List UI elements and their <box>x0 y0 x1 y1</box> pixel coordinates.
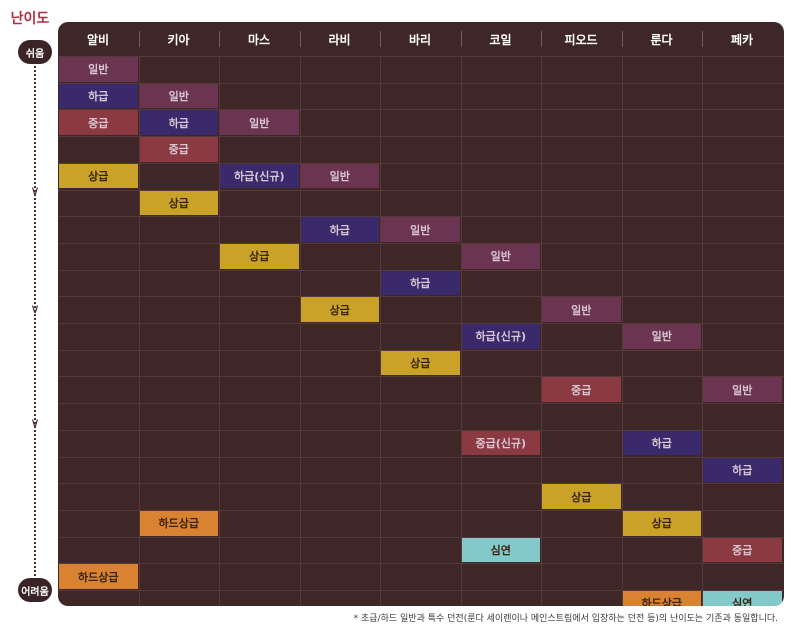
dungeon-tier-cell: 하드상급 <box>622 591 701 606</box>
dungeon-tier-cell: 일반 <box>220 110 299 136</box>
grid-line <box>702 56 703 606</box>
column-header: 마스 <box>247 32 271 47</box>
grid-line <box>58 376 784 378</box>
dungeon-tier-cell: 일반 <box>542 297 621 322</box>
grid-line <box>380 56 381 606</box>
dungeon-tier-cell: 하급 <box>381 270 460 296</box>
dungeon-tier-cell: 하드상급 <box>139 510 218 536</box>
grid-line <box>138 56 140 606</box>
dungeon-tier-cell: 일반 <box>139 83 218 109</box>
grid-line <box>58 563 784 565</box>
grid-line <box>58 403 784 405</box>
grid-line <box>58 269 784 271</box>
dungeon-tier-cell: 상급 <box>542 484 621 509</box>
grid-line <box>219 56 220 606</box>
grid-line <box>58 536 784 538</box>
grid-line <box>58 162 784 164</box>
chevron-down-icon: ∨ <box>30 184 40 199</box>
grid-line <box>58 509 784 511</box>
dungeon-tier-cell: 상급 <box>59 163 138 189</box>
chevron-down-icon: ∨ <box>30 416 40 431</box>
grid-line <box>58 456 784 458</box>
dungeon-tier-cell: 하급 <box>59 83 138 109</box>
dungeon-tier-cell: 하급(신규) <box>461 324 540 349</box>
grid-line <box>299 56 301 606</box>
grid-line <box>58 483 784 485</box>
dungeon-tier-cell: 중급 <box>59 110 138 136</box>
column-header: 페카 <box>730 32 754 47</box>
dungeon-tier-cell: 일반 <box>703 377 782 403</box>
dungeon-tier-cell: 하급(신규) <box>220 163 299 189</box>
column-header: 바리 <box>408 32 432 47</box>
grid-line <box>58 590 784 591</box>
column-header: 키아 <box>167 32 190 47</box>
dungeon-tier-cell: 상급 <box>381 350 460 376</box>
header-separator <box>541 31 542 47</box>
footnote: * 초급/하드 일반과 특수 던전(룬다 세이렌이나 메인스트림에서 입장하는 … <box>353 614 778 624</box>
grid-line <box>621 56 623 606</box>
dungeon-tier-cell: 일반 <box>59 57 138 82</box>
dungeon-tier-cell: 중급 <box>542 377 621 403</box>
dungeon-tier-cell: 하급 <box>703 457 782 483</box>
header-separator <box>219 31 220 47</box>
grid-line <box>58 323 784 324</box>
grid-line <box>58 429 784 431</box>
hard-label: 어려움 <box>18 578 52 602</box>
dungeon-tier-cell: 하급 <box>300 217 379 242</box>
column-header: 코일 <box>489 32 512 47</box>
dungeon-tier-cell: 중급 <box>703 537 782 563</box>
dungeon-tier-cell: 일반 <box>300 163 379 189</box>
column-header: 라비 <box>328 32 351 47</box>
dungeon-tier-cell: 상급 <box>300 297 379 322</box>
dungeon-tier-cell: 중급(신규) <box>461 430 540 456</box>
dungeon-tier-cell: 심연 <box>461 537 540 563</box>
dungeon-difficulty-table: 알비 키아 마스 라비 바리 코일 피오드 룬다 페카 일반 하급 중급 상급 하드상급 일반 하급 중급 상급 하… <box>58 22 784 606</box>
header-separator <box>138 31 140 47</box>
grid-line <box>58 242 784 244</box>
dungeon-tier-cell: 심연 <box>703 591 782 606</box>
header-separator <box>702 31 703 47</box>
easy-label: 쉬움 <box>18 40 52 64</box>
grid-line <box>58 56 784 57</box>
grid-line <box>58 109 784 111</box>
grid-line <box>58 189 784 191</box>
header-separator <box>380 31 381 47</box>
axis-title: 난이도 <box>10 11 50 27</box>
grid-line <box>58 296 784 298</box>
dungeon-tier-cell: 중급 <box>139 137 218 162</box>
grid-line <box>58 216 784 218</box>
grid-line <box>58 82 784 84</box>
chevron-down-icon: ∨ <box>30 302 40 317</box>
header-separator <box>621 31 623 47</box>
column-header: 피오드 <box>564 32 598 47</box>
grid-line <box>58 136 784 138</box>
column-header: 알비 <box>86 32 110 47</box>
dungeon-tier-cell: 하드상급 <box>59 564 138 589</box>
grid-line <box>541 56 542 606</box>
difficulty-axis-line <box>34 66 36 576</box>
grid-line <box>58 349 784 351</box>
dungeon-tier-cell: 하급 <box>139 110 218 136</box>
grid-line <box>460 56 462 606</box>
dungeon-tier-cell: 상급 <box>139 190 218 216</box>
column-header: 룬다 <box>650 32 673 47</box>
header-separator <box>299 31 301 47</box>
dungeon-tier-cell: 일반 <box>461 243 540 269</box>
dungeon-tier-cell: 상급 <box>220 243 299 269</box>
header-separator <box>460 31 462 47</box>
dungeon-tier-cell: 상급 <box>622 510 701 536</box>
dungeon-tier-cell: 하급 <box>622 430 701 456</box>
dungeon-tier-cell: 일반 <box>622 324 701 349</box>
dungeon-tier-cell: 일반 <box>381 217 460 242</box>
